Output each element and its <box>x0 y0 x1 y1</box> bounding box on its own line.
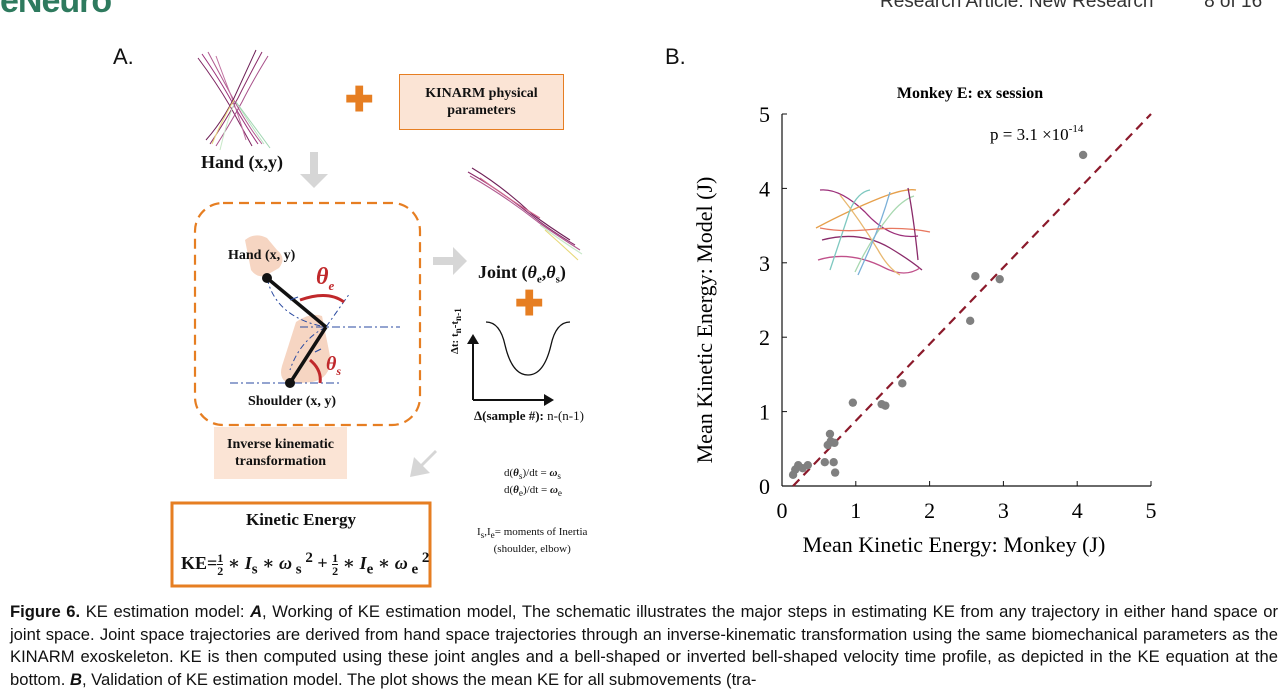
joint-label: Joint (θe,θs) <box>478 262 566 286</box>
y-axis-label: Mean Kinetic Energy: Model (J) <box>692 177 717 464</box>
angular-velocity-equations: d(θs)/dt = ωs d(θe)/dt = ωe <box>504 467 562 499</box>
reference-line <box>792 113 1152 487</box>
sample-axis-label: Δ(sample #): n-(n-1) <box>474 408 584 423</box>
x-tick-label: 1 <box>850 498 861 523</box>
data-point <box>829 457 838 467</box>
x-tick-label: 5 <box>1146 498 1157 523</box>
panel-a-label: A. <box>113 44 134 69</box>
y-tick-label: 1 <box>759 400 770 425</box>
panel-a-schematic <box>170 49 583 588</box>
theta-s-label: θs <box>326 353 342 378</box>
y-tick-label: 2 <box>759 325 770 350</box>
y-tick-label: 5 <box>759 102 770 127</box>
data-point <box>971 271 980 281</box>
y-tick-label: 4 <box>759 176 770 201</box>
data-point <box>898 379 907 388</box>
data-point <box>825 429 835 439</box>
journal-logo: eNeuro <box>0 0 112 20</box>
chart-title: Monkey E: ex session <box>897 85 1043 102</box>
arm-hand-label: Hand (x, y) <box>228 248 296 263</box>
hand-xy-label: Hand (x,y) <box>201 152 284 172</box>
hand-trajectory-image <box>197 49 271 151</box>
data-point <box>848 398 858 407</box>
trajectory-inset-image <box>815 187 931 276</box>
panel-b-label: B. <box>665 44 686 69</box>
data-point <box>830 468 840 477</box>
data-point <box>881 401 890 410</box>
ke-validation-scatter: Monkey E: ex session 0 1 2 3 4 5 0 1 2 3 4 5 p = 3.… <box>692 85 1157 557</box>
data-point <box>803 460 813 470</box>
plus-icon: ✚ <box>345 81 374 119</box>
chart-axes: 0 1 2 3 4 5 0 1 2 3 4 5 <box>759 102 1157 523</box>
x-tick-label: 0 <box>777 498 788 523</box>
y-tick-label: 0 <box>759 474 770 499</box>
data-points <box>788 150 1088 480</box>
data-point <box>830 438 839 448</box>
x-tick-label: 2 <box>924 498 935 523</box>
kinarm-parameters-box: KINARM physical parameters <box>399 74 564 130</box>
x-axis-label: Mean Kinetic Energy: Monkey (J) <box>803 532 1106 557</box>
data-point <box>820 457 830 467</box>
y-tick-label: 3 <box>759 251 770 276</box>
kinetic-energy-title: Kinetic Energy <box>245 510 356 529</box>
identity-dashed-line <box>792 113 1152 487</box>
data-point <box>995 274 1004 284</box>
plus-icon-2: ✚ <box>515 285 544 323</box>
dt-axis-label: Δt: tn-tn-1 <box>449 308 464 354</box>
page-number: 8 of 16 <box>1204 0 1263 12</box>
arm-shoulder-label: Shoulder (x, y) <box>248 394 337 409</box>
joint-trajectory-image <box>467 167 583 261</box>
inverse-kinematic-box: Inverse kinematic transformation <box>214 427 347 479</box>
x-tick-label: 4 <box>1072 498 1083 523</box>
data-point <box>1078 150 1088 160</box>
running-header: Research Article: New Research 8 of 16 <box>880 0 1262 13</box>
running-title: Research Article: New Research <box>880 0 1154 12</box>
p-value-annotation: p = 3.1 ×10-14 <box>990 123 1084 144</box>
data-point <box>965 316 975 326</box>
x-tick-label: 3 <box>998 498 1009 523</box>
inertia-note: Is,Ie= moments of Inertia (shoulder, elb… <box>477 526 588 556</box>
figure-caption: Figure 6. KE estimation model: A, Workin… <box>10 602 1279 689</box>
theta-e-label: θe <box>316 264 335 293</box>
